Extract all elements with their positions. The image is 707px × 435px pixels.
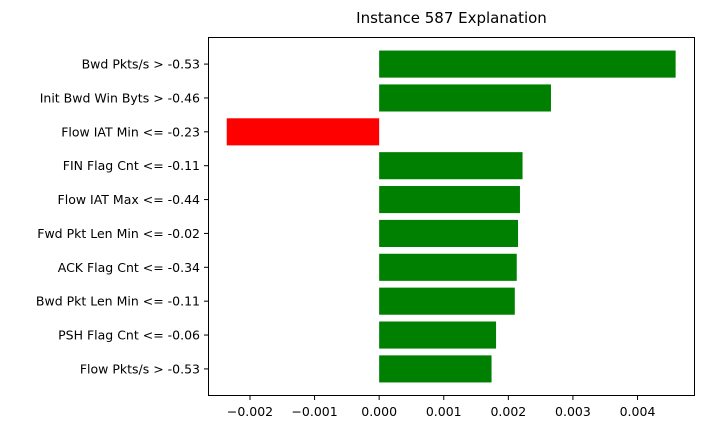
bar-0 bbox=[379, 50, 676, 78]
bar-4 bbox=[379, 186, 520, 214]
x-tick-label: −0.002 bbox=[227, 404, 273, 419]
y-tick-label: ACK Flag Cnt <= -0.34 bbox=[58, 260, 200, 275]
y-tick-label: Flow Pkts/s > -0.53 bbox=[80, 361, 200, 376]
y-tick-label: Bwd Pkt Len Min <= -0.11 bbox=[36, 294, 200, 309]
y-tick-label: PSH Flag Cnt <= -0.06 bbox=[58, 328, 200, 343]
x-tick-label: −0.001 bbox=[291, 404, 337, 419]
bar-2 bbox=[226, 118, 380, 146]
y-tick-label: FIN Flag Cnt <= -0.11 bbox=[63, 158, 200, 173]
plot-frame bbox=[208, 37, 695, 396]
bar-8 bbox=[379, 321, 497, 349]
y-tick-label: Fwd Pkt Len Min <= -0.02 bbox=[37, 226, 200, 241]
x-tick-label: 0.003 bbox=[555, 404, 591, 419]
y-tick-label: Init Bwd Win Byts > -0.46 bbox=[40, 90, 200, 105]
bar-1 bbox=[379, 84, 551, 112]
bars-group bbox=[226, 50, 676, 383]
x-tick-label: 0.004 bbox=[620, 404, 656, 419]
bar-7 bbox=[379, 287, 515, 315]
x-tick-label: 0.002 bbox=[490, 404, 526, 419]
x-ticks: −0.002 −0.001 0.000 0.001 0.002 0.003 0.004 bbox=[227, 396, 656, 419]
y-tick-labels: Bwd Pkts/s > -0.53 Init Bwd Win Byts > -0… bbox=[36, 57, 208, 376]
y-tick-label: Flow IAT Max <= -0.44 bbox=[58, 192, 201, 207]
x-tick-label: 0.001 bbox=[426, 404, 462, 419]
bar-9 bbox=[379, 355, 492, 383]
y-tick-label: Bwd Pkts/s > -0.53 bbox=[82, 57, 200, 72]
bar-5 bbox=[379, 219, 519, 247]
bar-3 bbox=[379, 152, 523, 180]
bar-6 bbox=[379, 253, 517, 281]
x-tick-label: 0.000 bbox=[361, 404, 397, 419]
y-tick-label: Flow IAT Min <= -0.23 bbox=[61, 124, 200, 139]
chart-title: Instance 587 Explanation bbox=[356, 9, 547, 27]
